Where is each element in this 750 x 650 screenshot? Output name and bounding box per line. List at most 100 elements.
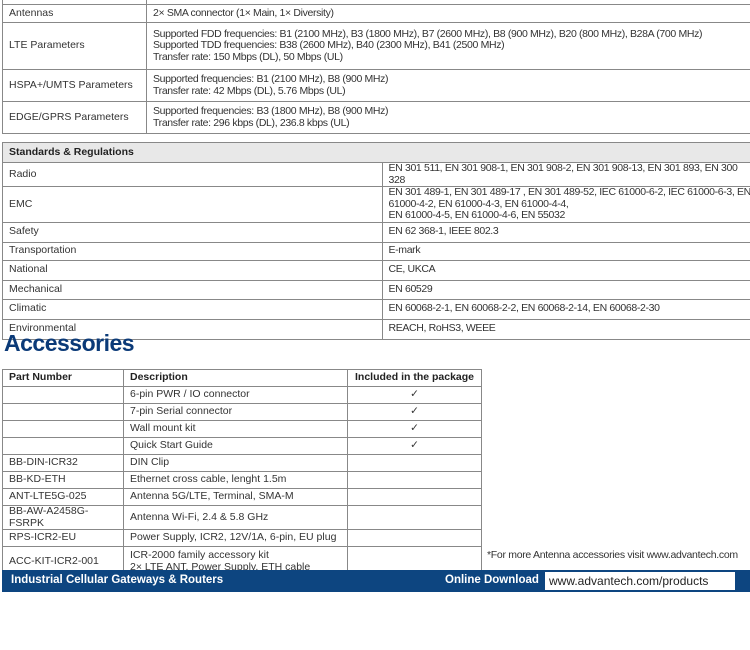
description-line: Antenna Wi-Fi, 2.4 & 5.8 GHz xyxy=(130,510,269,523)
spec-row: Transportation E-mark xyxy=(2,241,750,261)
spec-value: EN 60068-2-1, EN 60068-2-2, EN 60068-2-1… xyxy=(381,298,750,320)
accessory-row: RPS-ICR2-EU Power Supply, ICR2, 12V/1A, 6… xyxy=(2,529,482,547)
description-line: DIN Clip xyxy=(130,456,170,469)
included-check-icon: ✓ xyxy=(347,403,482,421)
spec-value-line: Transfer rate: 42 Mbps (DL), 5.76 Mbps (… xyxy=(153,84,346,97)
spec-value-line: Transfer rate: 296 kbps (DL), 236.8 kbps… xyxy=(153,116,350,129)
description-line: Quick Start Guide xyxy=(130,439,213,452)
spec-row: Mechanical EN 60529 xyxy=(2,279,750,300)
spec-value-line: EN 61000-4-5, EN 61000-4-6, EN 55032 xyxy=(388,209,566,221)
description: Quick Start Guide xyxy=(123,437,348,455)
description: DIN Clip xyxy=(123,454,348,472)
accessory-row: ANT-LTE5G-025 Antenna 5G/LTE, Terminal, S… xyxy=(2,488,482,506)
spec-label: Safety xyxy=(2,221,383,243)
description: 7-pin Serial connector xyxy=(123,403,348,421)
part-number: BB-DIN-ICR32 xyxy=(2,454,124,472)
online-download-label: Online Download xyxy=(445,574,539,586)
download-url-link[interactable]: www.advantech.com/products xyxy=(545,572,735,590)
spec-value-line: Transfer rate: 150 Mbps (DL), 50 Mbps (U… xyxy=(153,50,343,63)
spec-label: Antennas xyxy=(2,4,147,23)
footer-product-line: Industrial Cellular Gateways & Routers xyxy=(11,574,224,586)
spec-value: EN 62 368-1, IEEE 802.3 xyxy=(381,221,750,243)
spec-row: Radio EN 301 511, EN 301 908-1, EN 301 90… xyxy=(2,162,750,187)
accessory-row: 6-pin PWR / IO connector ✓ xyxy=(2,386,482,404)
spec-label: Transportation xyxy=(2,241,383,261)
description-line: 6-pin PWR / IO connector xyxy=(130,388,250,401)
spec-label: Climatic xyxy=(2,298,383,320)
accessories-title: Accessories xyxy=(4,330,135,356)
part-number xyxy=(2,386,124,404)
spec-value: CE, UKCA xyxy=(381,259,750,281)
description: Power Supply, ICR2, 12V/1A, 6-pin, EU pl… xyxy=(123,529,348,547)
standards-heading: Standards & Regulations xyxy=(2,142,750,163)
header-part-number: Part Number xyxy=(2,369,124,387)
antenna-note: *For more Antenna accessories visit www.… xyxy=(487,549,738,561)
spec-value-line: Supported frequencies: B1 (2100 MHz), B8… xyxy=(153,73,389,85)
part-number: BB-AW-A2458G-FSRPK xyxy=(2,505,124,530)
included-check-icon xyxy=(347,505,482,530)
spec-value-line: EN 60529 xyxy=(388,282,433,295)
spec-value: EN 301 511, EN 301 908-1, EN 301 908-2, … xyxy=(381,162,750,187)
spec-value-line: REACH, RoHS3, WEEE xyxy=(388,322,496,335)
description: 6-pin PWR / IO connector xyxy=(123,386,348,404)
accessory-row: BB-DIN-ICR32 DIN Clip xyxy=(2,454,482,472)
description: Antenna Wi-Fi, 2.4 & 5.8 GHz xyxy=(123,505,348,530)
spec-label: National xyxy=(2,259,383,281)
accessory-row: 7-pin Serial connector ✓ xyxy=(2,403,482,421)
spec-value: 2× SMA connector (1× Main, 1× Diversity) xyxy=(146,4,750,23)
included-check-icon xyxy=(347,471,482,489)
spec-row: National CE, UKCA xyxy=(2,259,750,281)
spec-row: LTE Parameters Supported FDD frequencies:… xyxy=(2,22,750,70)
description-line: Ethernet cross cable, lenght 1.5m xyxy=(130,473,287,486)
spec-value-line: EN 60068-2-1, EN 60068-2-2, EN 60068-2-1… xyxy=(388,302,660,315)
specs-table: SIM Slots2× SIM (Micro SIM - 3FF)Antenna… xyxy=(2,0,750,134)
part-number xyxy=(2,437,124,455)
spec-value-line: Supported frequencies: B3 (1800 MHz), B8… xyxy=(153,105,389,117)
part-number: BB-KD-ETH xyxy=(2,471,124,489)
spec-value-line: Supported TDD frequencies: B38 (2600 MHz… xyxy=(153,39,505,52)
spec-value: Supported frequencies: B1 (2100 MHz), B8… xyxy=(146,69,750,102)
part-number: RPS-ICR2-EU xyxy=(2,529,124,547)
standards-table: Standards & Regulations Radio EN 301 511,… xyxy=(2,142,750,340)
included-check-icon: ✓ xyxy=(347,437,482,455)
included-check-icon xyxy=(347,488,482,506)
spec-label: LTE Parameters xyxy=(2,22,147,70)
spec-row: Safety EN 62 368-1, IEEE 802.3 xyxy=(2,221,750,243)
accessory-row: Wall mount kit ✓ xyxy=(2,420,482,438)
description: Antenna 5G/LTE, Terminal, SMA-M xyxy=(123,488,348,506)
spec-row: EDGE/GPRS Parameters Supported frequencie… xyxy=(2,101,750,134)
spec-label: Environmental xyxy=(2,318,383,340)
accessory-row: BB-KD-ETH Ethernet cross cable, lenght 1.… xyxy=(2,471,482,489)
spec-row: Antennas 2× SMA connector (1× Main, 1× Di… xyxy=(2,4,750,23)
spec-value-line: EN 62 368-1, IEEE 802.3 xyxy=(388,225,499,238)
part-number: ANT-LTE5G-025 xyxy=(2,488,124,506)
spec-label: EMC xyxy=(2,186,383,223)
description-line: Power Supply, ICR2, 12V/1A, 6-pin, EU pl… xyxy=(130,531,337,544)
accessory-row: BB-AW-A2458G-FSRPK Antenna Wi-Fi, 2.4 & 5… xyxy=(2,505,482,530)
spec-value-line: Supported FDD frequencies: B1 (2100 MHz)… xyxy=(153,27,703,40)
header-description: Description xyxy=(123,369,348,387)
spec-value-line: CE, UKCA xyxy=(388,263,436,276)
spec-row: Climatic EN 60068-2-1, EN 60068-2-2, EN 6… xyxy=(2,298,750,320)
part-number xyxy=(2,403,124,421)
header-included: Included in the package xyxy=(347,369,482,387)
description: Ethernet cross cable, lenght 1.5m xyxy=(123,471,348,489)
description-line: 2× LTE ANT, Power Supply, ETH cable xyxy=(130,560,311,573)
included-check-icon: ✓ xyxy=(347,386,482,404)
spec-value: Supported FDD frequencies: B1 (2100 MHz)… xyxy=(146,22,750,70)
spec-row: HSPA+/UMTS Parameters Supported frequenci… xyxy=(2,69,750,102)
spec-value: Supported frequencies: B3 (1800 MHz), B8… xyxy=(146,101,750,134)
description-line: Antenna 5G/LTE, Terminal, SMA-M xyxy=(130,490,294,503)
spec-value-line: 2× SMA connector (1× Main, 1× Diversity) xyxy=(153,6,334,19)
spec-value-line: 2× SIM (Micro SIM - 3FF) xyxy=(153,0,750,1)
description-line: Wall mount kit xyxy=(130,422,196,435)
accessories-table: Part Number Description Included in the … xyxy=(2,369,482,577)
spec-row: Environmental REACH, RoHS3, WEEE xyxy=(2,318,750,340)
spec-value: EN 60529 xyxy=(381,279,750,300)
spec-label: Mechanical xyxy=(2,279,383,300)
description: Wall mount kit xyxy=(123,420,348,438)
accessory-row: Quick Start Guide ✓ xyxy=(2,437,482,455)
spec-label: Radio xyxy=(2,162,383,187)
spec-value-line: EN 301 511, EN 301 908-1, EN 301 908-2, … xyxy=(388,162,738,186)
part-number xyxy=(2,420,124,438)
